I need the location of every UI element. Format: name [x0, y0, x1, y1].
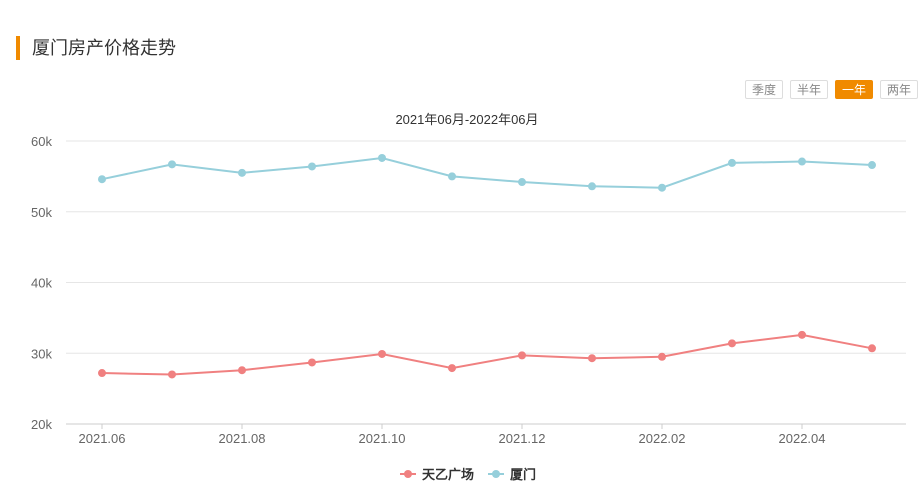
- data-point[interactable]: [238, 366, 246, 375]
- x-tick-label: 2021.10: [359, 431, 406, 446]
- series-line-1: [101, 333, 873, 376]
- range-one-year-button[interactable]: 一年: [834, 80, 873, 99]
- y-tick-label: 60k: [31, 134, 52, 149]
- y-axis: 20k 30k 40k 50k 60k: [31, 134, 52, 432]
- x-tick-label: 2021.08: [219, 431, 266, 446]
- data-point[interactable]: [868, 344, 876, 353]
- legend-swatch-dot: [492, 470, 500, 478]
- y-tick-label: 50k: [31, 205, 52, 220]
- data-point[interactable]: [798, 330, 806, 339]
- data-point[interactable]: [238, 168, 246, 177]
- range-quarter-button[interactable]: 季度: [744, 80, 783, 99]
- x-tick-label: 2022.04: [779, 431, 826, 446]
- chart-legend: 天乙广场 厦门: [400, 467, 536, 482]
- y-tick-label: 40k: [31, 276, 52, 291]
- data-point[interactable]: [658, 352, 666, 361]
- data-point[interactable]: [518, 178, 526, 187]
- y-tick-label: 20k: [31, 417, 52, 432]
- data-point[interactable]: [168, 160, 176, 169]
- chart-subtitle: 2021年06月-2022年06月: [395, 112, 538, 127]
- data-point[interactable]: [98, 175, 106, 184]
- data-point[interactable]: [728, 339, 736, 348]
- chart-grid: [66, 140, 906, 425]
- legend-label: 天乙广场: [422, 467, 474, 482]
- legend-item-2[interactable]: 厦门: [488, 467, 536, 482]
- data-point[interactable]: [98, 369, 106, 378]
- range-two-year-button[interactable]: 两年: [879, 80, 918, 99]
- data-point[interactable]: [588, 182, 596, 191]
- data-point[interactable]: [448, 364, 456, 373]
- legend-item-1[interactable]: 天乙广场: [400, 467, 474, 482]
- series-line-2: [101, 156, 873, 189]
- data-point[interactable]: [868, 161, 876, 170]
- data-point[interactable]: [588, 354, 596, 363]
- data-point[interactable]: [378, 349, 386, 358]
- data-point[interactable]: [308, 162, 316, 171]
- data-point[interactable]: [728, 158, 736, 167]
- data-point[interactable]: [518, 351, 526, 360]
- data-point[interactable]: [168, 370, 176, 379]
- data-point[interactable]: [658, 183, 666, 192]
- data-point[interactable]: [448, 172, 456, 181]
- legend-label: 厦门: [510, 467, 536, 482]
- range-half-year-button[interactable]: 半年: [789, 80, 828, 99]
- page-title: 厦门房产价格走势: [16, 36, 176, 60]
- data-point[interactable]: [378, 153, 386, 162]
- data-point[interactable]: [798, 157, 806, 166]
- x-tick-label: 2021.12: [499, 431, 546, 446]
- data-point[interactable]: [308, 358, 316, 367]
- range-selector: 季度 半年 一年 两年: [744, 80, 918, 99]
- x-tick-label: 2021.06: [79, 431, 126, 446]
- y-tick-label: 30k: [31, 346, 52, 361]
- chart-series: [98, 153, 876, 379]
- legend-swatch-dot: [404, 470, 412, 478]
- x-tick-label: 2022.02: [639, 431, 686, 446]
- x-axis: 2021.06 2021.08 2021.10 2021.12 2022.02 2022.…: [79, 424, 826, 446]
